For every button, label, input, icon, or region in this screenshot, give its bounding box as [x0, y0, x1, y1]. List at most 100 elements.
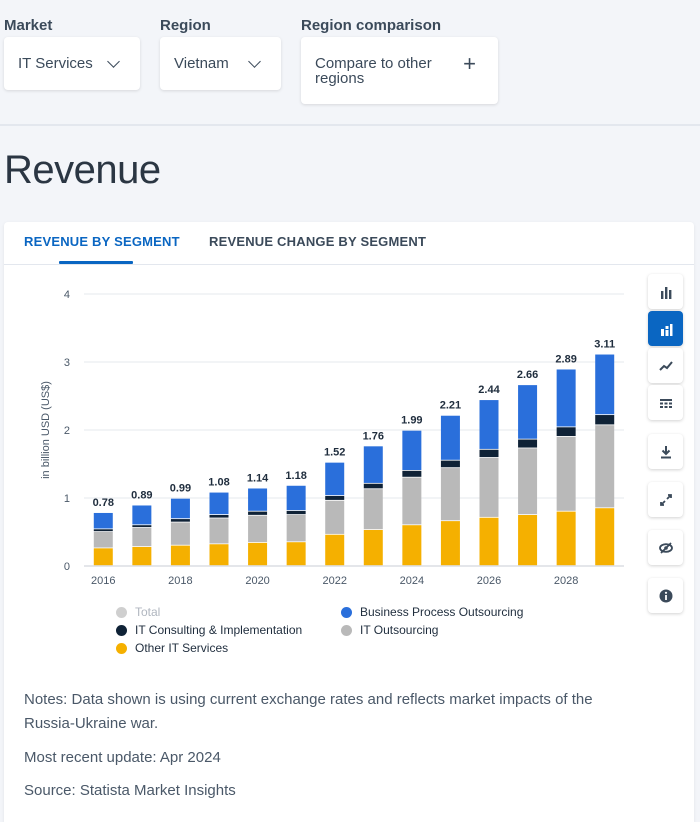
- chart-source: Source: Statista Market Insights: [24, 782, 236, 799]
- bar-segment-bpo: [325, 462, 345, 496]
- bar-segment-other: [132, 546, 152, 566]
- total-label: 2.21: [440, 400, 461, 412]
- bar-segment-outsourcing: [440, 468, 460, 521]
- bar-segment-bpo: [286, 485, 306, 511]
- bar-chart-icon: [660, 286, 671, 299]
- legend-item-consulting[interactable]: IT Consulting & Implementation: [116, 623, 302, 637]
- expand-icon: [659, 493, 672, 506]
- compare-text-line2: regions: [315, 69, 365, 87]
- bar-segment-outsourcing: [170, 522, 190, 545]
- bar-segment-other: [440, 521, 460, 566]
- legend-item-total[interactable]: Total: [116, 605, 160, 619]
- legend-item-outsourcing[interactable]: IT Outsourcing: [341, 623, 438, 637]
- region-value: Vietnam: [174, 55, 229, 72]
- bar-segment-other: [286, 542, 306, 566]
- total-label: 3.11: [594, 339, 615, 351]
- bar-segment-bpo: [518, 385, 538, 439]
- plus-icon: +: [463, 51, 476, 76]
- bar-segment-other: [518, 515, 538, 566]
- compare-text: Compare to other regions: [315, 56, 432, 86]
- tab-revenue-change-by-segment[interactable]: REVENUE CHANGE BY SEGMENT: [209, 234, 427, 249]
- total-label: 2.89: [555, 353, 576, 365]
- total-label: 1.52: [324, 447, 345, 459]
- x-tick-label: 2016: [91, 575, 115, 587]
- stacked-bar-button[interactable]: [648, 311, 683, 346]
- trend-line-button[interactable]: [648, 348, 683, 383]
- total-label: 0.99: [170, 483, 191, 495]
- legend-dot-icon: [116, 642, 127, 654]
- table-button[interactable]: [648, 385, 683, 420]
- legend-dot-icon: [341, 624, 352, 636]
- legend-dot-icon: [116, 606, 127, 618]
- bar-segment-outsourcing: [325, 500, 345, 534]
- legend-item-bpo[interactable]: Business Process Outsourcing: [341, 605, 523, 619]
- expand-button[interactable]: [648, 482, 683, 517]
- bar-segment-consulting: [479, 449, 499, 458]
- region-comparison-button[interactable]: Compare to other regions +: [301, 37, 498, 104]
- bar-segment-consulting: [518, 439, 538, 448]
- bar-segment-consulting: [286, 510, 306, 515]
- bar-segment-other: [248, 542, 268, 566]
- total-label: 1.14: [247, 472, 269, 484]
- bar-segment-consulting: [440, 460, 460, 468]
- filter-bar: Market IT Services Region Vietnam Region…: [0, 0, 700, 124]
- x-tick-label: 2018: [168, 575, 192, 587]
- bar-segment-outsourcing: [93, 532, 113, 548]
- download-icon: [660, 445, 671, 458]
- bar-segment-outsourcing: [595, 425, 615, 508]
- region-select[interactable]: Vietnam: [160, 37, 281, 90]
- bar-segment-consulting: [209, 515, 229, 518]
- bar-segment-outsourcing: [479, 457, 499, 517]
- y-tick-label: 4: [64, 289, 70, 301]
- total-label: 1.08: [208, 477, 229, 489]
- y-tick-label: 1: [64, 493, 70, 505]
- total-label: 1.99: [401, 415, 422, 427]
- bar-segment-bpo: [402, 430, 422, 470]
- page-title: Revenue: [4, 148, 161, 192]
- chart-card: REVENUE BY SEGMENT REVENUE CHANGE BY SEG…: [4, 222, 694, 822]
- legend-dot-icon: [116, 624, 127, 636]
- x-tick-label: 2022: [322, 575, 346, 587]
- chart-notes: Notes: Data shown is using current excha…: [24, 691, 593, 732]
- tab-underline: [59, 261, 133, 264]
- bar-segment-outsourcing: [209, 518, 229, 544]
- bar-segment-consulting: [248, 511, 268, 515]
- bar-segment-consulting: [93, 529, 113, 532]
- chevron-down-icon: [248, 55, 261, 68]
- x-tick-label: 2028: [554, 575, 578, 587]
- bar-segment-bpo: [248, 488, 268, 511]
- total-label: 1.76: [363, 430, 384, 442]
- legend-label: Business Process Outsourcing: [360, 605, 524, 619]
- bar-segment-bpo: [93, 512, 113, 529]
- bar-segment-bpo: [170, 498, 190, 519]
- info-icon: [659, 589, 672, 602]
- bar-segment-outsourcing: [248, 515, 268, 543]
- market-select[interactable]: IT Services: [4, 37, 140, 90]
- bar-chart-button[interactable]: [648, 274, 683, 309]
- stacked-bar-icon: [660, 323, 672, 336]
- compare-text-line1: Compare to other: [315, 54, 432, 72]
- market-value: IT Services: [18, 55, 93, 72]
- chevron-down-icon: [107, 55, 120, 68]
- info-button[interactable]: [648, 578, 683, 613]
- bar-segment-consulting: [132, 525, 152, 528]
- region-comparison-label: Region comparison: [301, 17, 442, 34]
- bar-segment-outsourcing: [556, 436, 576, 511]
- download-button[interactable]: [648, 434, 683, 469]
- legend-label: Other IT Services: [135, 641, 229, 655]
- bar-segment-other: [363, 529, 383, 566]
- bar-segment-other: [402, 525, 422, 566]
- bar-segment-outsourcing: [286, 515, 306, 542]
- tab-bar: REVENUE BY SEGMENT REVENUE CHANGE BY SEG…: [4, 222, 694, 265]
- legend-label: Total: [135, 605, 161, 619]
- legend-label: IT Outsourcing: [360, 623, 439, 637]
- bar-segment-consulting: [595, 415, 615, 425]
- tab-revenue-by-segment[interactable]: REVENUE BY SEGMENT: [24, 234, 180, 249]
- total-label: 1.18: [285, 470, 306, 482]
- legend-dot-icon: [341, 606, 352, 618]
- legend-item-other[interactable]: Other IT Services: [116, 641, 228, 655]
- hide-button[interactable]: [648, 530, 683, 565]
- bar-segment-consulting: [325, 495, 345, 500]
- y-tick-label: 0: [64, 561, 70, 573]
- total-label: 2.44: [478, 384, 500, 396]
